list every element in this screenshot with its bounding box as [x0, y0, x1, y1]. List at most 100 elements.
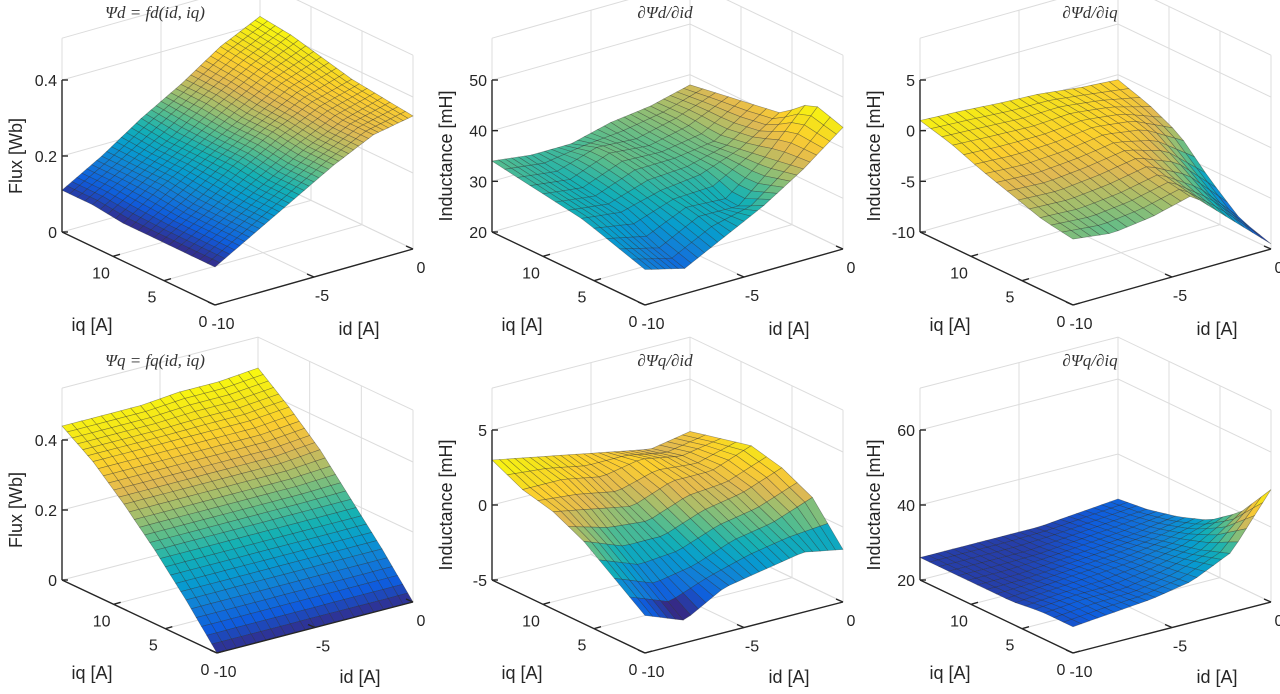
surface-patch: [682, 96, 703, 106]
surface-patch: [341, 537, 358, 549]
surface-patch: [651, 452, 675, 458]
surface-patch: [517, 155, 539, 166]
z-tick-label: 0: [478, 498, 487, 515]
surface-patch: [124, 162, 138, 172]
iq-axis: [61, 231, 216, 306]
surface-patch: [277, 525, 294, 537]
surface-patch: [231, 99, 245, 109]
surface-patch: [344, 123, 359, 132]
axes: 0 0.2 0.4 0 5 10 -10 -5 0: [35, 73, 426, 333]
surface-patch: [628, 157, 649, 169]
panel-dpsid-did: 20 30 40 50 0 5 10 -10 -5 0 Inductance [mH] iq [A] i…: [436, 0, 856, 339]
surface-patch: [318, 572, 334, 585]
iq-tick-label: 10: [522, 613, 540, 630]
iq-tick-label: 10: [522, 265, 540, 282]
surface-patch: [991, 102, 1013, 113]
surface-patch: [207, 506, 224, 518]
id-tick-mark: [209, 649, 218, 654]
surface-patch: [217, 55, 232, 66]
gridline: [491, 336, 844, 411]
surface-patch: [1062, 618, 1083, 628]
surface-patch: [217, 521, 234, 533]
panel-title: Ψd = fd(id, iq): [105, 3, 205, 22]
surface-patch: [92, 200, 106, 210]
surface-patch: [258, 568, 275, 580]
surface-patch: [218, 377, 235, 389]
surface-patch: [1100, 542, 1120, 550]
surface-patch: [595, 174, 616, 188]
z-tick-label: 5: [478, 423, 487, 440]
surface-patch: [235, 170, 249, 181]
surface-patch: [1166, 515, 1186, 522]
z-axis-label: Inductance [mH]: [864, 439, 884, 570]
surface-patch: [1070, 616, 1091, 625]
surface-patch: [649, 114, 670, 126]
surface-patch: [789, 533, 814, 553]
panel-dpsid-diq: -10 -5 0 5 0 5 10 -10 -5 0 Inductance [mH] iq [A] id…: [864, 0, 1280, 339]
surface-patch: [694, 133, 715, 145]
surface-patch: [208, 107, 223, 118]
surface-patch: [327, 570, 344, 583]
surface-patch: [819, 523, 844, 551]
gridline: [919, 0, 1272, 56]
surface-patch: [266, 207, 280, 217]
surface-patch: [178, 113, 193, 123]
surface-patch: [352, 553, 369, 566]
surface-patch: [149, 181, 164, 191]
surface-patch: [1082, 583, 1102, 591]
surface-patch: [316, 514, 333, 527]
id-tick-label: 0: [1275, 613, 1280, 630]
surface-patch: [92, 458, 109, 470]
surface-patch: [272, 516, 289, 529]
surface-patch: [184, 411, 201, 422]
iq-tick-mark: [112, 253, 121, 258]
surface-patch: [964, 108, 986, 119]
surface-patch: [236, 233, 251, 242]
surface-patch: [963, 152, 985, 165]
z-tick-label: 60: [897, 423, 915, 440]
id-tick-label: -10: [211, 316, 234, 333]
surface-patch: [763, 185, 785, 194]
surface-patch: [536, 183, 558, 194]
surface-patch: [619, 224, 641, 238]
surface-patch: [979, 136, 1001, 149]
surface-patch: [303, 586, 320, 599]
surface-patch: [937, 113, 959, 125]
surface-patch: [750, 198, 772, 207]
surface-patch: [173, 524, 190, 536]
surface-patch: [234, 584, 251, 597]
surface-patch: [215, 46, 229, 57]
iq-axis-label: iq [A]: [71, 663, 112, 683]
id-tick-label: -10: [641, 316, 664, 333]
surface-patch: [529, 184, 551, 195]
id-tick-mark: [405, 598, 414, 603]
surface-patch: [351, 534, 368, 547]
surface-patch: [652, 226, 673, 243]
surface-patch: [163, 526, 180, 538]
surface-patch: [133, 516, 150, 528]
surface-patch: [1009, 573, 1030, 581]
surface-patch: [345, 142, 360, 151]
surface-patch: [1142, 532, 1163, 540]
surface-patch: [360, 130, 374, 139]
surface-patch: [1214, 514, 1233, 523]
surface-patch: [242, 506, 259, 518]
surface-patch: [982, 104, 1004, 115]
surface-patch: [998, 562, 1019, 570]
surface-patch: [642, 117, 664, 129]
surface-patch: [583, 132, 605, 141]
id-tick-mark: [736, 273, 745, 278]
iq-axis-label: iq [A]: [929, 663, 970, 683]
iq-tick-label: 10: [950, 613, 968, 630]
surface-patch: [1236, 514, 1256, 532]
surface-patch: [165, 211, 180, 222]
z-tick-label: -5: [901, 174, 915, 191]
id-tick-mark: [1263, 245, 1272, 250]
surface-patch: [188, 529, 205, 541]
surface-patch: [130, 122, 145, 133]
surface-patch: [1068, 601, 1088, 610]
surface-patch: [594, 204, 616, 215]
z-tick-label: 0: [906, 124, 915, 141]
iq-axis: [919, 231, 1074, 306]
surface-patch: [202, 167, 216, 177]
